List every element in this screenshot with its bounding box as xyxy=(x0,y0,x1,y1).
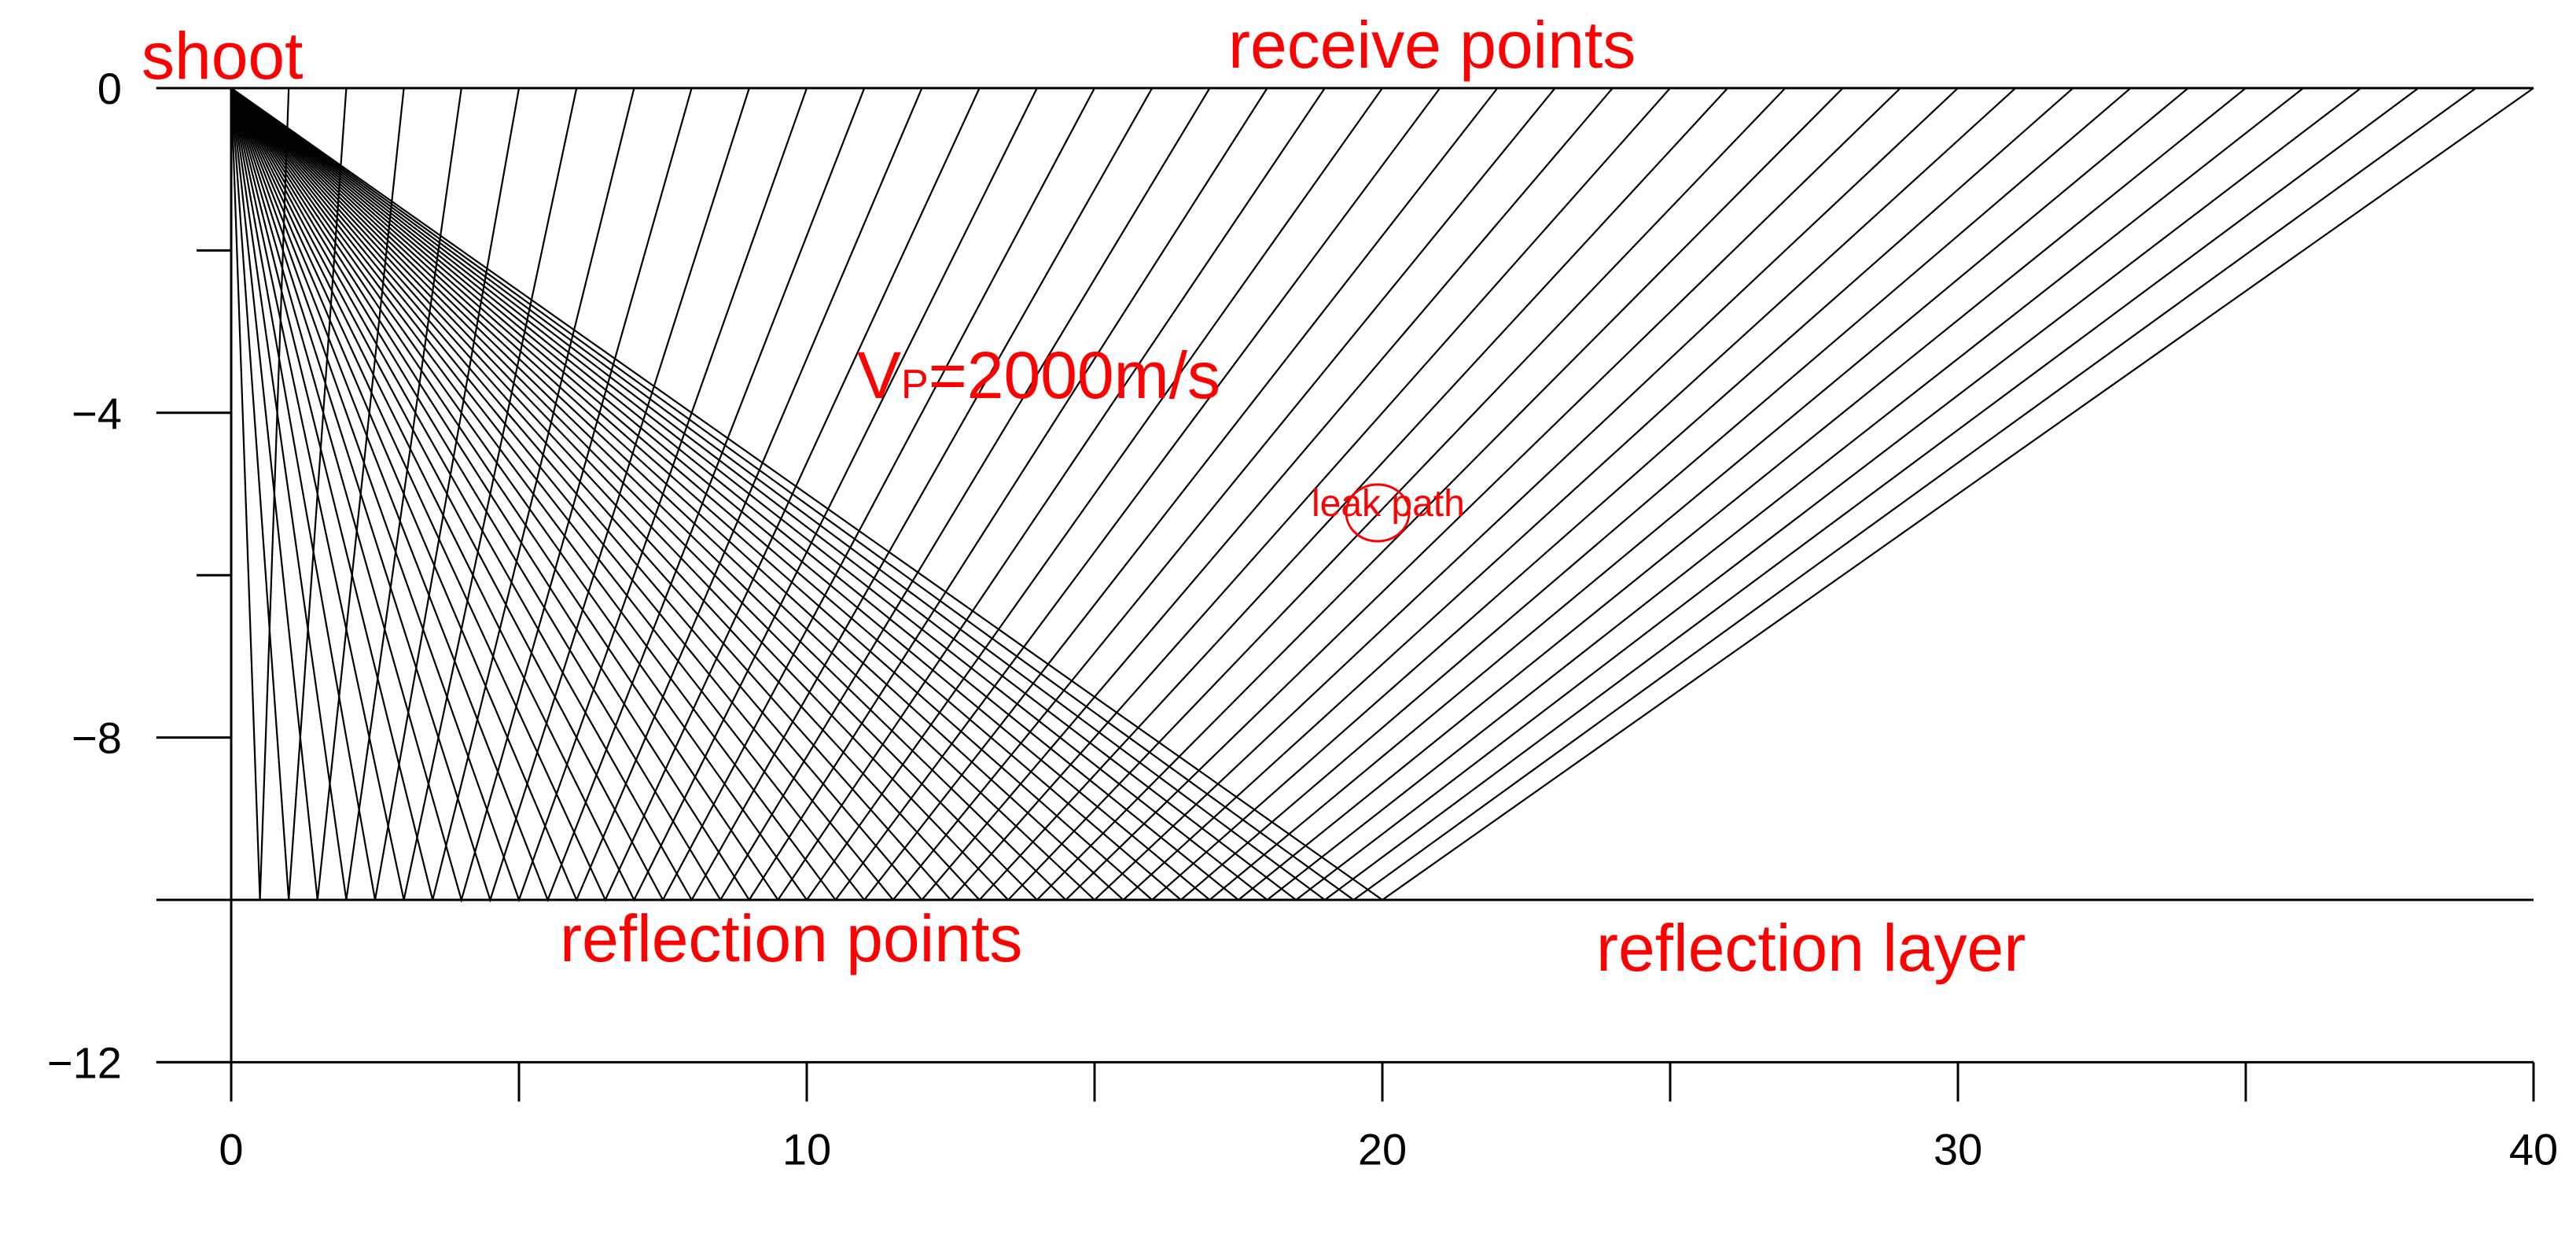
velocity-value: =2000m/s xyxy=(929,338,1220,412)
x-tick-label: 20 xyxy=(1358,1124,1407,1174)
x-tick-label: 0 xyxy=(219,1124,243,1174)
y-tick-label: −12 xyxy=(47,1038,122,1087)
leak-path-label: leak path xyxy=(1312,483,1465,525)
leak-path-circle xyxy=(1345,483,1411,543)
receive-points-label: receive points xyxy=(1228,8,1636,82)
axes: 0 10 20 30 40 0 −4 −8 −12 xyxy=(47,64,2558,1174)
y-tick-label: −8 xyxy=(72,713,122,763)
ray-path xyxy=(230,87,2074,901)
shoot-label: shoot xyxy=(142,19,304,93)
x-tick-label: 10 xyxy=(782,1124,831,1174)
y-tick-label: 0 xyxy=(98,64,122,113)
ray-path xyxy=(230,87,1901,901)
velocity-symbol: V xyxy=(857,338,901,412)
reflection-layer-label: reflection layer xyxy=(1596,911,2026,985)
velocity-subscript: P xyxy=(901,362,929,407)
ray-path xyxy=(230,87,1844,901)
ray-path xyxy=(230,87,1729,901)
velocity-label: VP=2000m/s xyxy=(857,338,1220,412)
ray-path xyxy=(230,87,1499,901)
x-tick-label: 30 xyxy=(1934,1124,1982,1174)
ray-path xyxy=(230,87,2016,901)
y-tick-label: −4 xyxy=(72,389,122,438)
x-tick-label: 40 xyxy=(2509,1124,2558,1174)
reflection-points-label: reflection points xyxy=(560,901,1022,975)
